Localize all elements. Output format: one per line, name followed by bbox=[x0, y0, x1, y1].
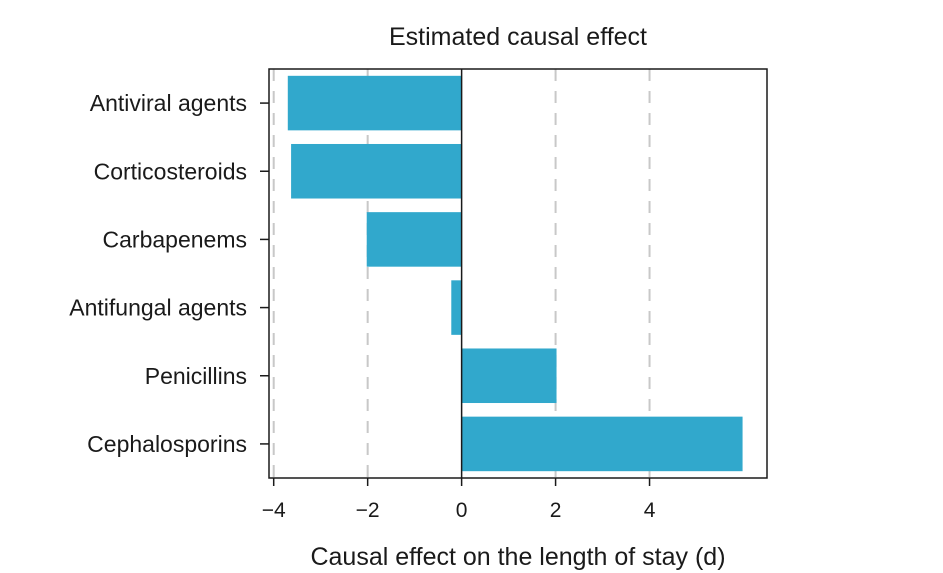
chart-title: Estimated causal effect bbox=[389, 23, 647, 51]
y-tick-label-0: Antiviral agents bbox=[90, 90, 247, 116]
bar-5 bbox=[461, 416, 743, 472]
gridlines bbox=[272, 69, 651, 478]
x-tick-label-4: 4 bbox=[644, 499, 656, 522]
y-tick-label-3: Antifungal agents bbox=[69, 295, 247, 321]
y-axis: Antiviral agents Corticosteroids Carbapene… bbox=[69, 90, 269, 457]
bar-0 bbox=[287, 75, 462, 131]
x-tick-label-3: 2 bbox=[550, 499, 562, 522]
x-axis-label: Causal effect on the length of stay (d) bbox=[310, 543, 725, 571]
bar-3 bbox=[451, 280, 462, 335]
y-tick-label-4: Penicillins bbox=[145, 363, 247, 389]
x-tick-label-1: −2 bbox=[356, 499, 380, 522]
bar-4 bbox=[461, 348, 557, 404]
x-axis: −4 −2 0 2 4 bbox=[262, 478, 656, 522]
x-tick-label-2: 0 bbox=[456, 499, 468, 522]
bar-2 bbox=[366, 212, 462, 267]
y-tick-label-1: Corticosteroids bbox=[94, 158, 247, 184]
plot-frame bbox=[268, 68, 768, 479]
y-tick-label-5: Cephalosporins bbox=[87, 431, 247, 457]
bar-1 bbox=[291, 143, 462, 199]
x-tick-label-0: −4 bbox=[262, 499, 286, 522]
bars bbox=[287, 75, 743, 472]
y-tick-label-2: Carbapenems bbox=[103, 226, 247, 252]
